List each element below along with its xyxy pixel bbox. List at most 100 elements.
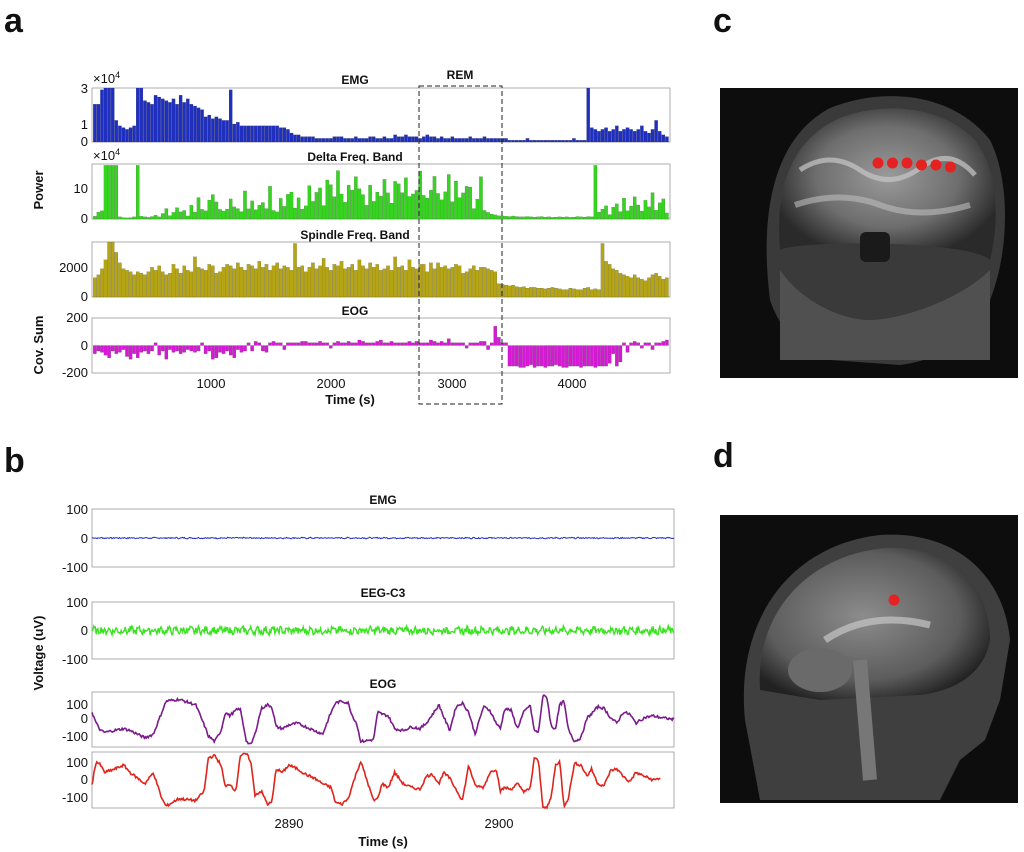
bar [629, 129, 633, 143]
eog2-trace [91, 752, 661, 810]
bar [329, 138, 333, 143]
bar [214, 273, 219, 298]
rem-highlight-box [418, 85, 503, 405]
bar [100, 268, 104, 298]
bar [554, 288, 558, 298]
bar [393, 342, 397, 346]
bar [468, 268, 472, 298]
bar [636, 129, 640, 143]
bar [271, 210, 276, 220]
bar [139, 87, 144, 143]
bar [414, 136, 419, 143]
bar [296, 342, 301, 346]
bar [422, 264, 426, 298]
bar [157, 216, 161, 220]
bar [525, 138, 530, 143]
spindle-bars [93, 241, 669, 298]
bar [282, 206, 287, 220]
exponent-label: ×104 [93, 70, 120, 86]
bar [475, 270, 480, 298]
bar [561, 140, 565, 143]
bar [332, 196, 337, 220]
bar [436, 262, 440, 298]
bar [164, 274, 169, 298]
bar [132, 216, 136, 220]
bar [350, 138, 354, 143]
bar [489, 138, 494, 143]
bar [632, 341, 637, 346]
bar [132, 274, 136, 298]
bar [590, 216, 594, 220]
bar [493, 271, 497, 298]
bar [339, 342, 344, 346]
bar [636, 277, 640, 298]
bar [411, 342, 415, 346]
bar [96, 274, 101, 298]
bar [454, 264, 458, 298]
bar [607, 214, 612, 220]
bar [354, 136, 358, 143]
bar [221, 267, 226, 298]
bar [375, 191, 379, 220]
bar [311, 262, 315, 298]
bar [246, 264, 251, 298]
bar [375, 264, 379, 298]
bar [143, 345, 147, 352]
ytick-label: 0 [81, 338, 88, 353]
bar [557, 140, 562, 143]
ytick-label: 100 [66, 697, 88, 712]
bar [329, 270, 333, 298]
bar [164, 100, 169, 143]
bar [321, 258, 326, 298]
bar [647, 342, 651, 346]
bar [243, 270, 247, 298]
bar [325, 138, 329, 143]
bar [200, 109, 204, 143]
bar [186, 345, 190, 350]
bar [96, 212, 101, 220]
bar [579, 216, 583, 220]
bar [522, 345, 526, 368]
bar [189, 345, 194, 352]
bar [500, 215, 505, 220]
bar [286, 129, 290, 143]
ytick-label: -100 [62, 652, 88, 667]
panel-c-coronal-mri [720, 88, 1018, 378]
ytick-label: 0 [81, 531, 88, 546]
bar [261, 202, 265, 220]
bar [554, 345, 558, 365]
bar [418, 342, 422, 346]
bar [611, 268, 615, 298]
eeg-trace [91, 623, 675, 638]
bar [136, 165, 140, 220]
bar [561, 289, 565, 298]
bar [368, 342, 372, 346]
bar [572, 216, 576, 220]
bar [425, 342, 430, 346]
bar [593, 165, 598, 220]
bar [611, 207, 615, 220]
bar [611, 345, 615, 354]
panel-label-d: d [713, 437, 734, 475]
bar [597, 345, 601, 367]
bar [658, 202, 662, 220]
panel-a-emg-subplot: EMG 3 1 0 ×104 [81, 70, 671, 149]
bar [407, 341, 412, 346]
xtick-label: 1000 [197, 376, 226, 391]
bar [282, 345, 287, 350]
bar [186, 215, 190, 220]
bar [464, 186, 469, 220]
bar [178, 345, 183, 354]
bar [532, 345, 537, 368]
bar [429, 262, 433, 298]
bar [193, 212, 197, 220]
bar [518, 140, 523, 143]
bar [161, 345, 165, 352]
bar [507, 345, 512, 367]
bar [650, 192, 655, 220]
bar [153, 270, 158, 298]
bar [382, 136, 387, 143]
bar [314, 268, 319, 298]
bar [275, 342, 279, 346]
bar [532, 287, 537, 298]
